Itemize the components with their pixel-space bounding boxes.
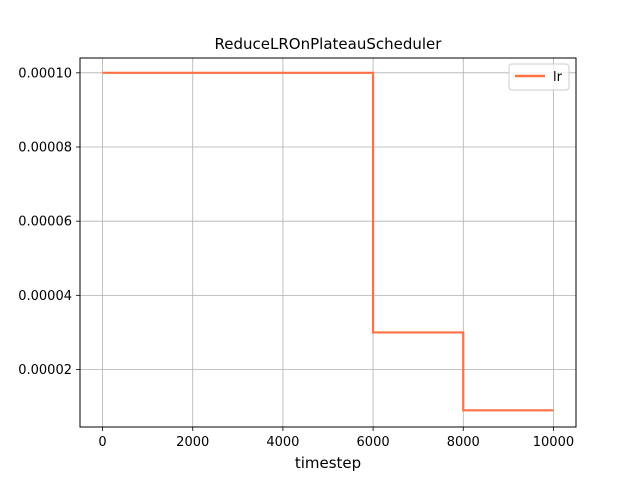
y-tick-label: 0.00006 <box>18 215 72 230</box>
plot-frame <box>79 57 577 428</box>
grid-layer <box>80 58 576 427</box>
series-line-lr <box>102 71 554 412</box>
x-tick-label: 6000 <box>357 435 390 450</box>
legend-label: lr <box>553 70 563 85</box>
y-tick-label: 0.00008 <box>18 141 72 156</box>
x-tick-label: 0 <box>98 435 106 450</box>
y-tick-label: 0.00010 <box>18 66 72 81</box>
legend: lr <box>508 63 570 91</box>
y-axis-title: lr <box>0 236 4 247</box>
x-tick-label: 4000 <box>266 435 299 450</box>
y-tick-label: 0.00004 <box>18 289 72 304</box>
x-axis-title: timestep <box>295 454 361 472</box>
chart-title: ReduceLROnPlateauScheduler <box>215 35 443 53</box>
series-layer <box>102 71 554 412</box>
y-tick-label: 0.00002 <box>18 363 72 378</box>
x-tick-label: 10000 <box>533 435 574 450</box>
x-tick-label: 2000 <box>176 435 209 450</box>
x-tick-label: 8000 <box>447 435 480 450</box>
x-axis-ticks: 0 2000 4000 6000 8000 10000 <box>98 427 574 450</box>
y-axis-ticks: 0.00002 0.00004 0.00006 0.00008 0.00010 <box>18 66 80 378</box>
